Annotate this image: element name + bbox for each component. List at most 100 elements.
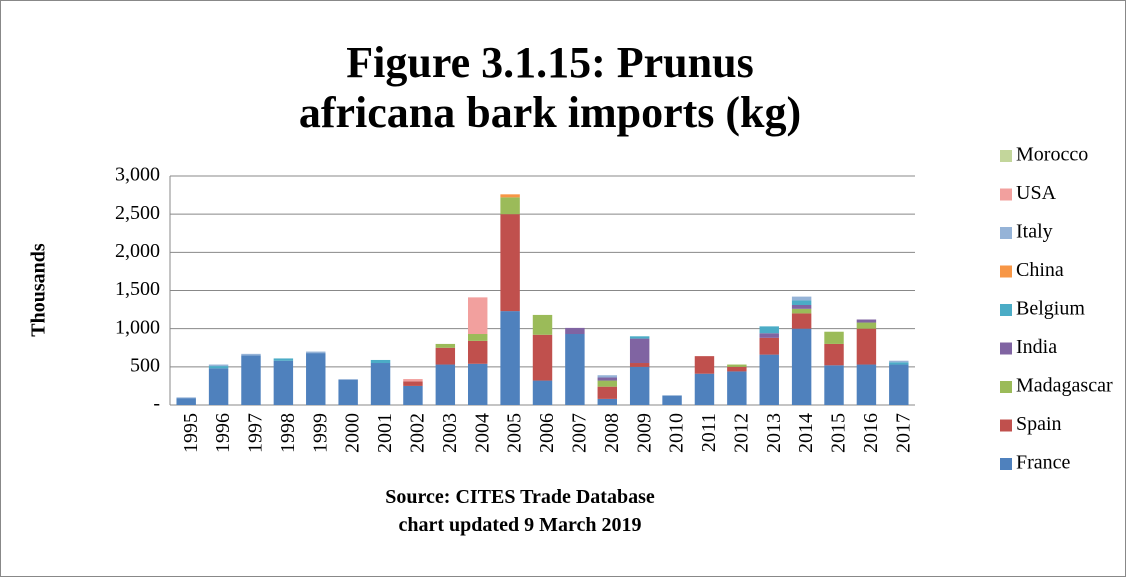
bar-segment [824, 331, 844, 344]
bar-segment [856, 328, 877, 365]
x-tick-label: 2013 [763, 413, 785, 453]
caption: chart updated 9 March 2019 [398, 514, 642, 536]
y-tick-label: 1,500 [115, 278, 160, 300]
y-tick-label: 2,000 [115, 240, 160, 262]
y-tick-label: 1,000 [115, 316, 160, 338]
x-tick-label: 2010 [666, 413, 688, 453]
bar-segment [694, 373, 715, 405]
x-tick-label: 1996 [212, 413, 234, 453]
bar-segment [435, 343, 456, 348]
bar-segment [791, 328, 812, 405]
bar-segment [759, 326, 779, 334]
bar-segment [532, 380, 553, 405]
bar-segment [208, 364, 229, 367]
caption: Source: CITES Trade Database [385, 486, 655, 508]
y-tick-label: 3,000 [115, 164, 160, 186]
bar-segment [338, 379, 358, 380]
x-tick-label: 2009 [633, 413, 655, 453]
bar-segment [403, 385, 423, 405]
bar-segment [500, 214, 520, 312]
bar-segment [208, 366, 229, 369]
x-tick-label: 2001 [374, 413, 396, 453]
x-tick-label: 2004 [471, 413, 493, 453]
bar-segment [370, 359, 391, 364]
x-tick-label: 2003 [439, 413, 461, 453]
bar-segment [468, 334, 488, 341]
bar-segment [694, 356, 715, 374]
y-tick-label: 500 [130, 354, 160, 376]
bar-segment [403, 379, 423, 382]
bar-segment [468, 297, 488, 335]
y-tick-label: 2,500 [115, 202, 160, 224]
bar-segment [597, 375, 617, 378]
y-axis-label: Thousands [28, 243, 50, 337]
bar-segment [856, 364, 877, 405]
bar-segment [565, 327, 585, 335]
bar-segment [759, 337, 779, 355]
bar-segment [662, 395, 682, 405]
bar-segment [241, 353, 261, 356]
x-tick-label: 2006 [536, 413, 558, 453]
bar-segment [629, 366, 650, 405]
bar-segment [500, 194, 520, 198]
bar-segment [435, 364, 456, 405]
bar-segment [791, 296, 812, 301]
x-tick-label: 2007 [568, 413, 590, 453]
x-tick-label: 1998 [277, 413, 299, 453]
bar-segment [500, 311, 520, 405]
legend-swatch [1000, 458, 1012, 470]
bar-segment [759, 354, 779, 405]
legend-swatch [1000, 188, 1012, 201]
bar-segment [306, 353, 326, 405]
bar-segment [370, 363, 391, 405]
bar-segment [306, 351, 326, 354]
bar-segment [176, 397, 196, 399]
legend-label: France [1016, 452, 1071, 474]
bar-segment [629, 363, 650, 367]
legend-swatch [1000, 304, 1012, 316]
legend-swatch [1000, 227, 1012, 239]
x-tick-label: 2015 [828, 413, 850, 453]
bar-segment [241, 355, 261, 405]
bar-segment [597, 398, 617, 405]
bar-segment [273, 360, 294, 405]
x-tick-label: 2005 [504, 413, 526, 453]
bar-segment [889, 362, 909, 365]
x-tick-label: 2011 [698, 413, 720, 452]
y-tick-label: - [153, 393, 160, 415]
bar-segment [727, 364, 747, 367]
x-tick-label: 2014 [795, 413, 817, 453]
bar-segment [824, 365, 844, 405]
bar-segment [208, 368, 229, 405]
bar-segment [727, 371, 747, 405]
legend-label: Italy [1016, 221, 1053, 243]
bar-segment [176, 398, 196, 405]
legend-swatch [1000, 342, 1012, 355]
legend-label: China [1016, 259, 1064, 281]
bar-segment [791, 300, 812, 306]
bar-segment [889, 364, 909, 405]
bar-segment [856, 319, 877, 323]
legend-swatch [1000, 381, 1012, 393]
chart-title: Figure 3.1.15: Prunus africana bark impo… [298, 38, 802, 137]
x-tick-label: 1997 [245, 413, 267, 453]
bar-segment [791, 308, 812, 314]
x-tick-label: 2012 [730, 413, 752, 453]
legend-label: India [1016, 336, 1057, 358]
bar-segment [468, 363, 488, 405]
bar-segment [597, 386, 617, 399]
bar-segment [273, 358, 294, 361]
x-tick-label: 2008 [601, 413, 623, 453]
bar-segment [856, 322, 877, 329]
bar-segment [629, 338, 650, 364]
bar-segment [565, 334, 585, 405]
bar-segment [403, 381, 423, 386]
legend-label: Madagascar [1016, 375, 1113, 397]
x-tick-label: 2016 [860, 413, 882, 453]
bar-segment [824, 343, 844, 366]
x-tick-label: 1999 [309, 413, 331, 453]
bar-segment [532, 314, 553, 335]
legend-swatch [1000, 419, 1012, 432]
